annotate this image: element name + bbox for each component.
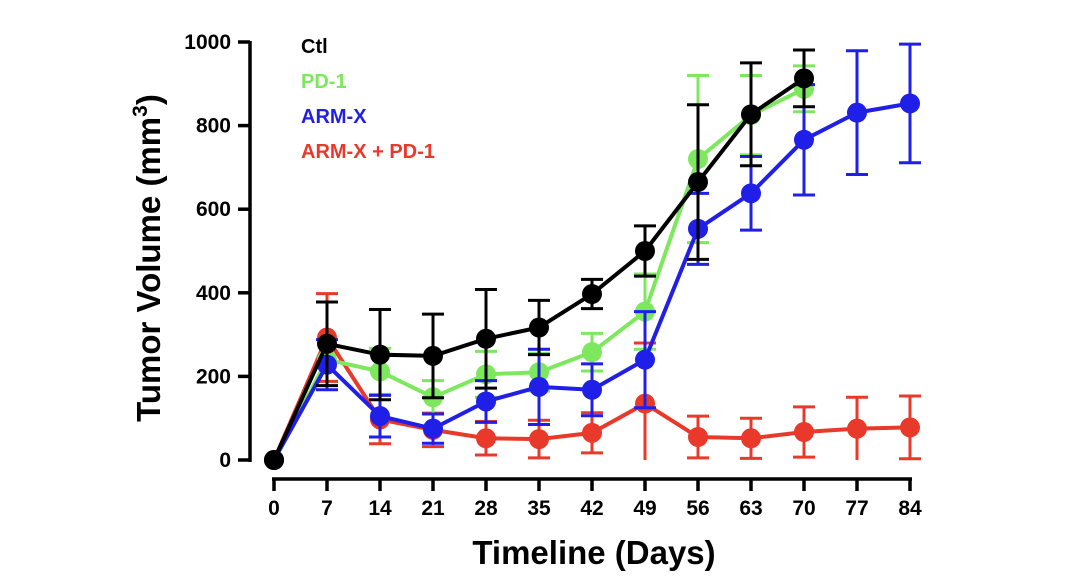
x-tick-label: 0 [268,497,280,520]
y-tick-label: 1000 [184,31,231,54]
data-point [370,406,390,427]
data-point [741,183,761,204]
data-point [529,376,549,397]
legend-entry: ARM-X + PD-1 [301,141,435,163]
axis-ticks: 0 200 400 600 800 1000 0 7 14 21 28 35 42 49 56 63 70 77 8… [184,31,922,520]
y-tick-label: 800 [196,115,231,138]
data-point [423,418,443,439]
data-point [688,427,708,448]
data-point [264,450,284,470]
x-tick-label: 7 [321,497,333,520]
legend-entry: PD-1 [301,71,347,93]
data-point [741,104,761,125]
data-point [900,417,920,438]
data-point [741,428,761,449]
data-point [794,421,814,442]
data-point [847,418,867,439]
data-point [847,102,867,123]
y-tick-label: 200 [196,365,231,388]
x-tick-label: 77 [845,497,868,520]
svg-text:Tumor Volume (mm3): Tumor Volume (mm3) [129,94,167,422]
data-point [476,328,496,349]
data-point [794,129,814,150]
data-point [423,345,443,366]
x-tick-label: 63 [739,497,762,520]
series-layer [264,42,921,470]
series-ctl [264,48,815,470]
legend-entry: Ctl [301,36,328,58]
data-point [476,428,496,449]
data-point [635,349,655,370]
data-point [317,333,337,354]
x-tick-label: 49 [633,497,656,520]
data-point [370,344,390,365]
data-point [582,422,602,443]
legend-entry: ARM-X [301,106,367,128]
x-tick-label: 84 [898,497,922,520]
y-axis-title: Tumor Volume (mm3) [129,94,167,422]
data-point [582,284,602,305]
x-tick-label: 14 [368,497,392,520]
data-point [529,429,549,450]
x-axis-title: Timeline (Days) [472,534,715,571]
data-point [635,241,655,261]
data-point [900,93,920,114]
data-point [529,317,549,338]
y-tick-label: 400 [196,282,231,305]
x-tick-label: 56 [686,497,709,520]
y-tick-label: 600 [196,198,231,221]
x-tick-label: 42 [580,497,603,520]
legend: Ctl PD-1 ARM-X ARM-X + PD-1 [301,36,435,163]
x-tick-label: 21 [421,497,445,520]
x-tick-label: 28 [474,497,498,520]
data-point [582,342,602,363]
data-point [794,68,814,89]
data-point [688,172,708,193]
data-point [476,391,496,412]
x-tick-label: 70 [792,497,815,520]
data-point [582,379,602,400]
x-tick-label: 35 [527,497,551,520]
y-tick-label: 0 [219,449,231,472]
